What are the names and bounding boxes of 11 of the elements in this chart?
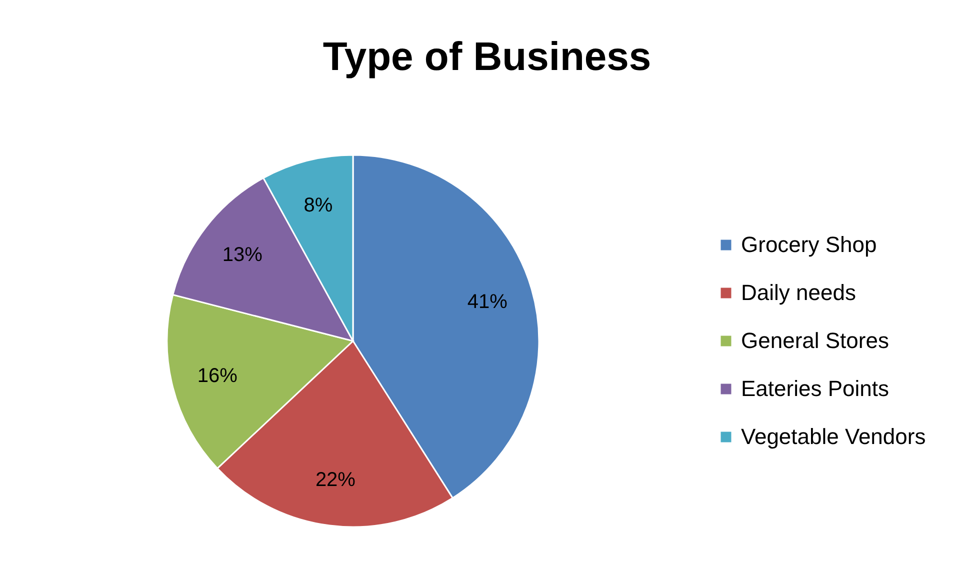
- data-label: 22%: [315, 468, 356, 491]
- data-label: 13%: [222, 244, 263, 266]
- legend-label: Eateries Points: [741, 376, 889, 401]
- chart-title: Type of Business: [322, 35, 652, 79]
- data-label: 8%: [304, 194, 333, 216]
- legend-label: Grocery Shop: [741, 232, 877, 257]
- legend-label: Vegetable Vendors: [741, 424, 926, 449]
- data-label: 41%: [467, 290, 508, 313]
- data-label: 16%: [197, 364, 238, 387]
- legend-label: Daily needs: [741, 280, 856, 305]
- legend-label: General Stores: [741, 328, 889, 353]
